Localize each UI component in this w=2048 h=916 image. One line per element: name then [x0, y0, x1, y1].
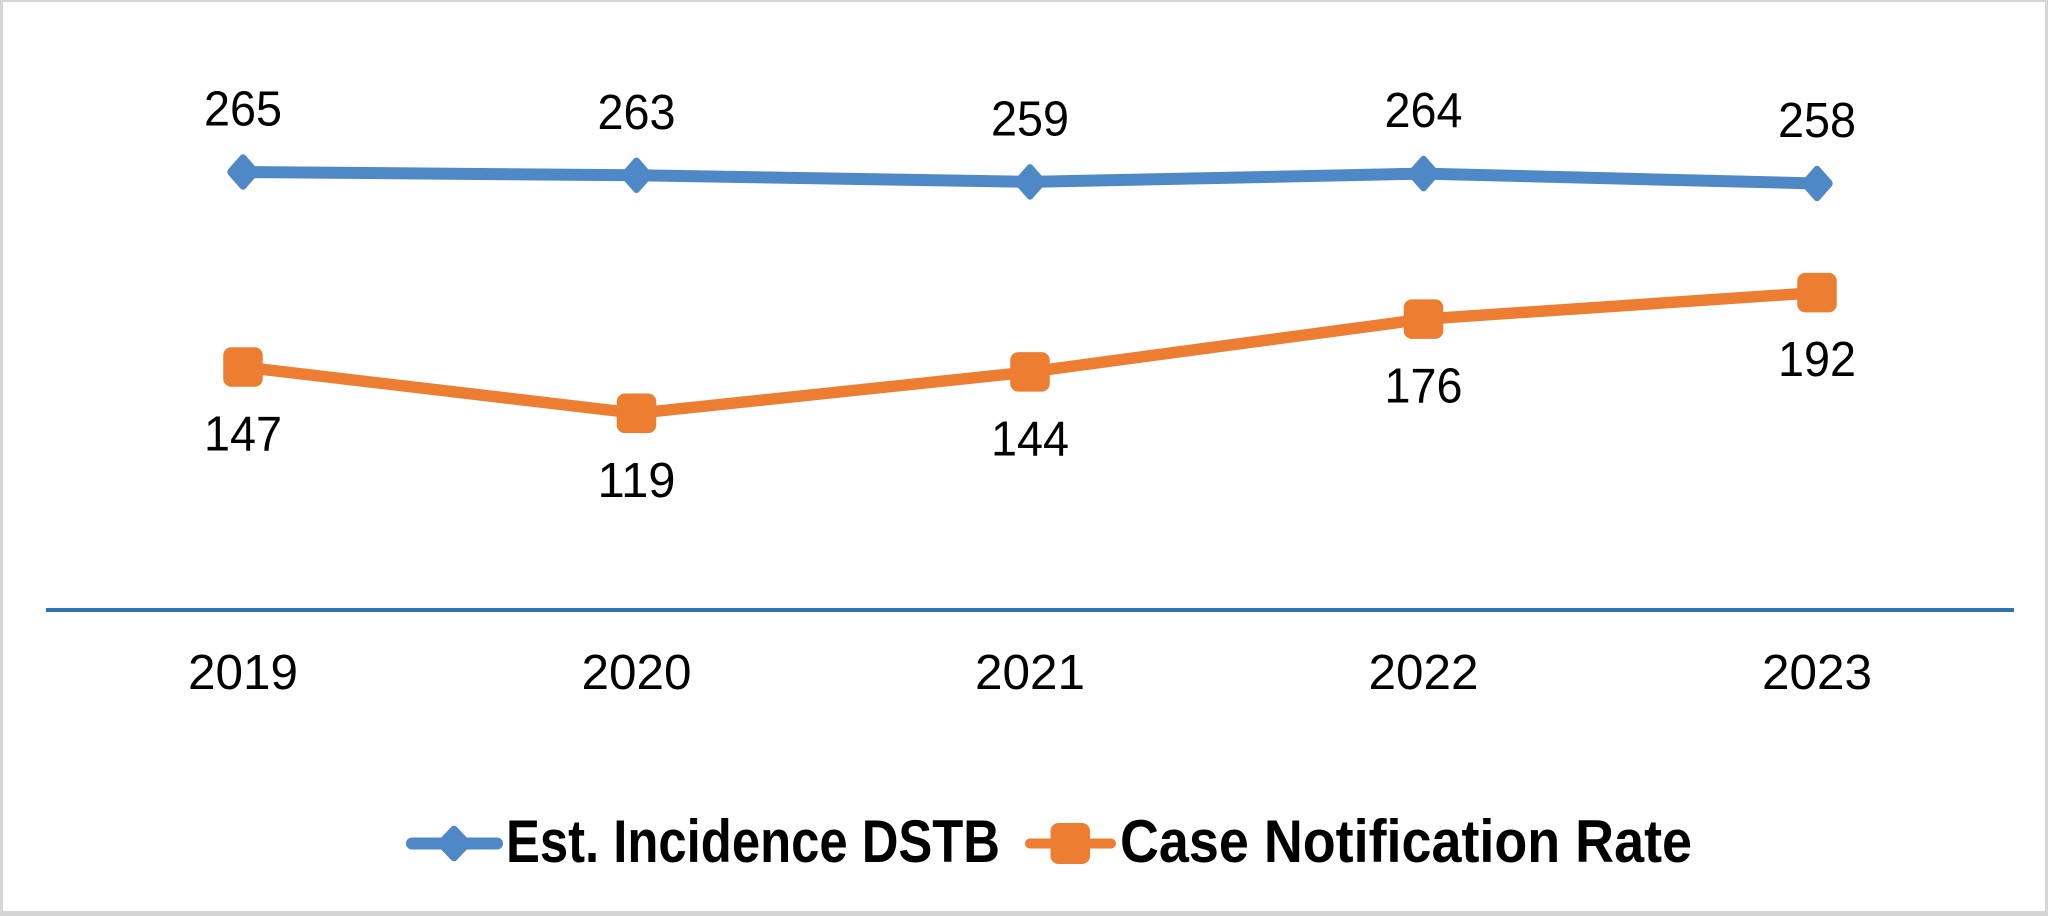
svg-text:Est. Incidence DSTB: Est. Incidence DSTB — [506, 808, 1000, 875]
svg-text:2020: 2020 — [582, 646, 692, 700]
svg-text:2023: 2023 — [1762, 646, 1872, 700]
svg-text:258: 258 — [1778, 94, 1856, 148]
svg-text:259: 259 — [991, 92, 1069, 146]
svg-text:192: 192 — [1778, 333, 1856, 387]
svg-text:2022: 2022 — [1369, 646, 1479, 700]
svg-text:265: 265 — [204, 83, 282, 137]
svg-text:176: 176 — [1385, 360, 1463, 414]
svg-text:2021: 2021 — [975, 646, 1085, 700]
svg-text:264: 264 — [1385, 84, 1463, 138]
svg-text:263: 263 — [598, 86, 676, 140]
svg-text:Case Notification Rate: Case Notification Rate — [1120, 808, 1692, 875]
svg-text:2019: 2019 — [188, 646, 298, 700]
svg-text:144: 144 — [991, 412, 1069, 466]
svg-text:119: 119 — [598, 454, 676, 508]
svg-text:147: 147 — [204, 408, 282, 462]
